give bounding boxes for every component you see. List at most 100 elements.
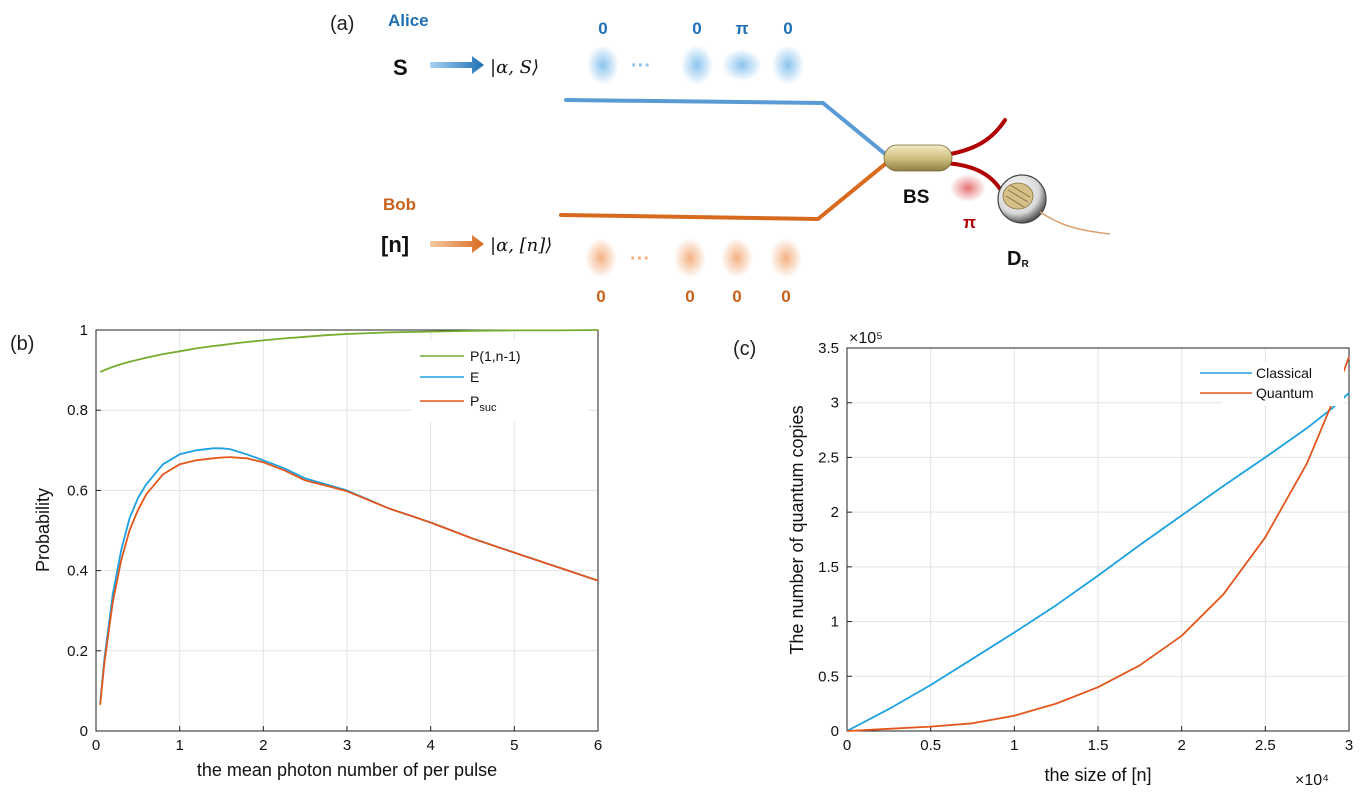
tick-label-x: 5 (510, 737, 518, 754)
tick-label-x: 3 (343, 737, 351, 754)
tick-label-y: 1 (831, 614, 839, 631)
series-line-classical (846, 392, 1350, 732)
alice-phase: 0 (692, 19, 701, 38)
tick-label-x: 2 (1177, 737, 1185, 754)
detector-label-main: D (1007, 248, 1021, 270)
alice-state-label: |α, S⟩ (490, 57, 539, 78)
alice-pulse (772, 45, 804, 85)
beam-splitter-label: BS (903, 187, 929, 208)
chart-b-legend-box (412, 340, 588, 422)
bob-ellipsis: ··· (630, 248, 650, 270)
bob-phase: 0 (732, 287, 741, 306)
legend-label: E (470, 369, 479, 385)
chart-b-legend: P(1,n-1) E Psuc (412, 340, 588, 422)
chart-c-ticks: 0 0.5 1 1.5 2 2.5 3 0 0.5 1 1.5 2 2.5 3 3.5 (818, 340, 1353, 754)
alice-pulse (681, 45, 713, 85)
tick-label-x: 0 (92, 737, 100, 754)
tick-label-y: 0.4 (67, 563, 88, 580)
bob-pulse (721, 238, 753, 278)
chart-b-xlabel: the mean photon number of per pulse (197, 760, 497, 780)
tick-label-x: 0.5 (920, 737, 941, 754)
tick-label-x: 6 (594, 737, 602, 754)
series-line-e (99, 447, 599, 703)
tick-label-y: 2.5 (818, 449, 839, 466)
alice-phase-labels: 0 0 π 0 (598, 19, 792, 38)
chart-c-legend: Classical Quantum (1200, 362, 1344, 406)
tick-label-y: 0.2 (67, 643, 88, 660)
tick-label-y: 3.5 (818, 340, 839, 357)
chart-c-y-multiplier: ×10⁵ (849, 330, 883, 347)
alice-fiber (564, 98, 892, 160)
chart-c-xlabel: the size of [n] (1044, 765, 1151, 785)
panel-a-label: (a) (330, 13, 354, 35)
alice-phase: 0 (598, 19, 607, 38)
alice-pulse (722, 49, 762, 81)
tick-label-y: 1 (80, 322, 88, 339)
alice-pulses (587, 45, 804, 85)
chart-b-ticks: 0 1 2 3 4 5 6 0 0.2 0.4 0.6 0.8 1 (67, 322, 602, 754)
series-line-quantum (846, 356, 1350, 732)
alice-input-label: S (393, 55, 408, 80)
tick-label-x: 1 (1010, 737, 1018, 754)
tick-label-x: 4 (426, 737, 434, 754)
alice-phase: 0 (783, 19, 792, 38)
bob-phase: 0 (596, 287, 605, 306)
detector-icon (997, 174, 1111, 235)
output-phase-label: π (963, 213, 976, 232)
beam-splitter (883, 144, 953, 172)
tick-label-x: 1.5 (1088, 737, 1109, 754)
bob-input-label: [n] (381, 232, 409, 257)
chart-b: (b) 0 1 2 3 4 5 6 0 0.2 0.4 0.6 0.8 1 the mean photo… (10, 322, 602, 780)
bob-pulse (770, 238, 802, 278)
legend-label: Quantum (1256, 385, 1314, 401)
bob-label: Bob (383, 195, 416, 214)
chart-b-series (99, 329, 599, 705)
detector-label: DR (1007, 248, 1029, 270)
tick-label-x: 0 (843, 737, 851, 754)
chart-c: (c) 0 0.5 1 1.5 2 2.5 3 0 0.5 1 1.5 2 2.5 3 3.5 the si… (733, 330, 1353, 789)
detector-label-sub: R (1021, 259, 1029, 270)
chart-c-series (846, 356, 1350, 732)
tick-label-y: 0.6 (67, 482, 88, 499)
tick-label-y: 0 (831, 723, 839, 740)
legend-label: Classical (1256, 365, 1312, 381)
bob-phase-labels: 0 0 0 0 (596, 287, 790, 306)
series-line-p-1-n-1- (99, 329, 599, 373)
chart-b-ylabel: Probability (33, 488, 53, 572)
alice-arrow (430, 56, 484, 74)
tick-label-y: 1.5 (818, 559, 839, 576)
tick-label-x: 1 (175, 737, 183, 754)
bob-state-label: |α, [n]⟩ (490, 235, 552, 256)
alice-label: Alice (388, 11, 429, 30)
tick-label-y: 3 (831, 395, 839, 412)
chart-c-ylabel: The number of quantum copies (787, 405, 807, 654)
tick-label-x: 3 (1345, 737, 1353, 754)
output-fiber-up (943, 118, 1007, 157)
alice-phase: π (735, 19, 748, 38)
bob-phase: 0 (781, 287, 790, 306)
bob-pulse (674, 238, 706, 278)
panel-a-schematic: (a) Alice S |α, S⟩ ··· 0 0 π 0 Bob [n] |… (330, 11, 1111, 306)
panel-b-label: (b) (10, 333, 34, 355)
output-fiber-down (943, 161, 1004, 194)
tick-label-y: 0 (80, 723, 88, 740)
bob-pulses (585, 238, 802, 278)
bob-phase: 0 (685, 287, 694, 306)
alice-pulse (587, 45, 619, 85)
tick-label-y: 2 (831, 504, 839, 521)
bob-pulse (585, 238, 617, 278)
bob-arrow (430, 235, 484, 253)
tick-label-y: 0.5 (818, 668, 839, 685)
chart-c-legend-box (1222, 362, 1344, 406)
tick-label-x: 2.5 (1255, 737, 1276, 754)
legend-label: P(1,n-1) (470, 348, 521, 364)
tick-label-x: 2 (259, 737, 267, 754)
tick-label-y: 0.8 (67, 402, 88, 419)
output-pulse (950, 174, 986, 202)
panel-c-label: (c) (733, 338, 756, 360)
alice-ellipsis: ··· (631, 55, 651, 77)
bob-fiber (559, 158, 892, 222)
series-line-p-suc (99, 456, 599, 705)
chart-c-x-multiplier: ×10⁴ (1295, 772, 1329, 789)
